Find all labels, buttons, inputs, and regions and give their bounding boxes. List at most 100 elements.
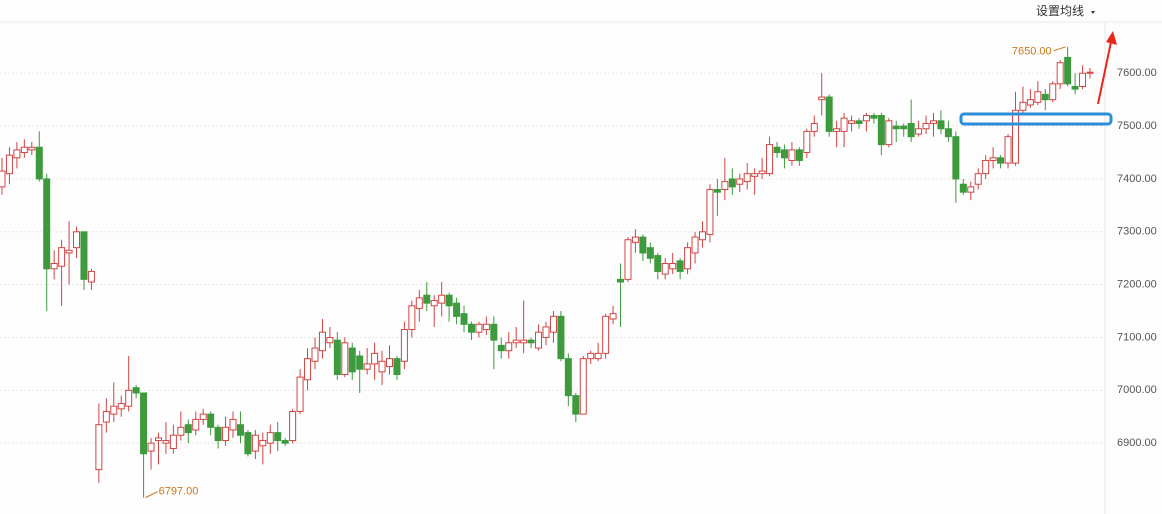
candle-body	[348, 347, 356, 373]
candle-body	[333, 339, 341, 375]
candle-body	[281, 440, 289, 444]
candle-body	[1041, 93, 1049, 101]
candle-body	[661, 263, 669, 275]
candle-body	[877, 115, 885, 146]
candle-body	[758, 170, 766, 175]
candle-body	[43, 178, 51, 270]
candle-body	[684, 247, 692, 270]
candle-body	[870, 115, 878, 119]
arrow-shaft	[1097, 41, 1112, 105]
ma-menu[interactable]: 设置均线	[1036, 4, 1084, 18]
candle-body	[356, 355, 364, 370]
candle-body	[967, 186, 975, 193]
candle-body	[930, 120, 938, 124]
candle-body	[974, 173, 982, 185]
candle-body	[706, 189, 714, 235]
candle-body	[1064, 56, 1072, 85]
candle-body	[795, 149, 803, 161]
y-tick-label: 7000.00	[1117, 384, 1157, 396]
candle-body	[251, 434, 259, 452]
candle-body	[132, 387, 140, 394]
candle-body	[20, 146, 28, 154]
y-tick-label: 7500.00	[1117, 120, 1157, 132]
candle-body	[169, 434, 177, 449]
candle-body	[1034, 91, 1042, 103]
candle-body	[751, 173, 759, 177]
candle-body	[602, 315, 610, 354]
candle-body	[557, 315, 565, 360]
candle-body	[274, 432, 282, 442]
candle-body	[810, 122, 818, 132]
candle-body	[721, 181, 729, 191]
candle-body	[512, 339, 520, 344]
candle-body	[229, 418, 237, 431]
candle-body	[833, 128, 841, 132]
candle-body	[13, 149, 21, 159]
candle-body	[646, 247, 654, 259]
menu-caret[interactable]	[1091, 11, 1095, 14]
candle-body	[117, 403, 125, 410]
candle-body	[825, 96, 833, 132]
candle-body	[222, 426, 230, 442]
candle-body	[922, 122, 930, 130]
candle-body	[1026, 99, 1034, 106]
candle-body	[900, 125, 908, 130]
candle-body	[95, 424, 103, 471]
candle-body	[423, 294, 431, 304]
candle-body	[87, 270, 95, 283]
candle-body	[855, 120, 863, 124]
candle-body	[259, 440, 267, 447]
candle-body	[654, 255, 662, 272]
candle-body	[408, 305, 416, 331]
candle-body	[199, 413, 207, 420]
candle-body	[378, 360, 386, 373]
candle-body	[430, 300, 438, 307]
candle-body	[952, 136, 960, 180]
candle-body	[154, 437, 162, 442]
candle-body	[535, 331, 543, 349]
candle-body	[915, 128, 923, 135]
candle-body	[192, 418, 200, 431]
candle-body	[997, 157, 1005, 164]
candle-body	[110, 405, 118, 415]
candle-body	[587, 352, 595, 360]
candle-body	[818, 96, 826, 101]
candle-body	[743, 173, 751, 183]
high-pointer	[1053, 46, 1066, 52]
candle-body	[475, 323, 483, 333]
candle-body	[773, 146, 781, 154]
candle-body	[50, 263, 58, 270]
candle-body	[467, 323, 475, 333]
highlight-box	[959, 112, 1113, 126]
y-tick-label: 6900.00	[1117, 437, 1157, 449]
candle-body	[371, 352, 379, 365]
candle-body	[73, 231, 81, 249]
arrow-head	[1106, 31, 1117, 45]
low-label: 6797.00	[159, 486, 199, 498]
candle-body	[140, 392, 148, 455]
candle-body	[982, 159, 990, 175]
candle-body	[363, 363, 371, 370]
candle-body	[438, 294, 446, 304]
candle-body	[736, 178, 744, 185]
candle-body	[892, 125, 900, 130]
candle-body	[341, 342, 349, 375]
candle-body	[1019, 101, 1027, 111]
candle-body	[505, 342, 513, 352]
candle-body	[639, 236, 647, 254]
candle-body	[311, 347, 319, 362]
candle-body	[885, 120, 893, 146]
candle-body	[497, 344, 505, 352]
candle-body	[445, 294, 453, 307]
candle-body	[631, 236, 639, 243]
candle-body	[1071, 85, 1079, 90]
plot: 6900.00 7000.00 7100.00 7200.00 7300.00 7400.…	[0, 46, 1157, 499]
candle-body	[989, 157, 997, 161]
candle-body	[1056, 62, 1064, 85]
candle-body	[907, 122, 915, 138]
y-tick-label: 7300.00	[1117, 226, 1157, 238]
candle-body	[564, 358, 572, 397]
candle-body	[386, 358, 394, 368]
candle-body	[415, 297, 423, 309]
candle-body	[177, 426, 185, 436]
